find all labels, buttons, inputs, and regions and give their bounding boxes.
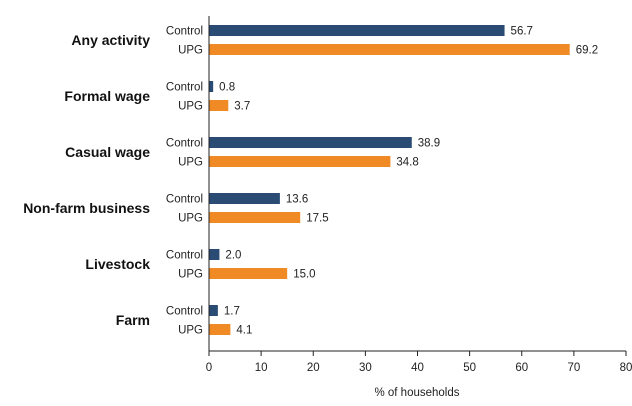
x-tick-label-0: 0 [206,362,212,374]
value-label-control-formal-wage: 0.8 [219,82,235,94]
bar-upg-farm [209,324,231,335]
series-label-upg-livestock: UPG [178,269,203,281]
bar-control-casual-wage [209,137,412,148]
series-label-upg-any-activity: UPG [178,45,203,57]
series-label-control-non-farm-business: Control [166,194,203,206]
value-label-upg-non-farm-business: 17.5 [306,213,328,225]
series-label-upg-farm: UPG [178,325,203,337]
category-label-farm: Farm [116,312,150,328]
bar-control-any-activity [209,25,505,36]
value-label-upg-any-activity: 69.2 [576,45,598,57]
value-label-upg-formal-wage: 3.7 [234,101,250,113]
category-label-casual-wage: Casual wage [65,144,150,160]
category-label-livestock: Livestock [85,256,150,272]
x-tick-label-40: 40 [411,362,424,374]
value-label-upg-livestock: 15.0 [293,269,315,281]
category-label-any-activity: Any activity [71,32,150,48]
x-tick-label-30: 30 [359,362,372,374]
bar-upg-livestock [209,268,288,279]
bar-upg-any-activity [209,44,570,55]
x-tick-label-70: 70 [567,362,580,374]
bar-control-livestock [209,249,220,260]
value-label-control-any-activity: 56.7 [511,26,533,38]
x-tick-label-80: 80 [620,362,632,374]
value-label-control-farm: 1.7 [224,306,240,318]
x-tick-label-20: 20 [307,362,320,374]
bar-control-non-farm-business [209,193,280,204]
bar-upg-non-farm-business [209,212,301,223]
value-label-upg-casual-wage: 34.8 [396,157,418,169]
x-tick-label-60: 60 [515,362,528,374]
series-label-control-farm: Control [166,306,203,318]
x-tick-label-50: 50 [463,362,476,374]
series-label-control-formal-wage: Control [166,82,203,94]
value-label-upg-farm: 4.1 [236,325,252,337]
series-label-control-livestock: Control [166,250,203,262]
bar-control-farm [209,305,218,316]
chart-marks: Any activity Control 56.7 UPG 69.2 Formal wag… [23,25,598,337]
value-label-control-livestock: 2.0 [225,250,241,262]
category-label-non-farm-business: Non-farm business [23,200,150,216]
x-axis-ticks: 0 10 20 30 40 50 60 70 80 [206,351,632,374]
x-axis-title: % of households [374,387,459,399]
series-label-control-casual-wage: Control [166,138,203,150]
bar-control-formal-wage [209,81,214,92]
category-label-formal-wage: Formal wage [64,88,150,104]
series-label-upg-non-farm-business: UPG [178,213,203,225]
value-label-control-non-farm-business: 13.6 [286,194,308,206]
bar-upg-casual-wage [209,156,391,167]
series-label-upg-casual-wage: UPG [178,157,203,169]
value-label-control-casual-wage: 38.9 [418,138,440,150]
series-label-control-any-activity: Control [166,26,203,38]
bar-upg-formal-wage [209,100,229,111]
x-tick-label-10: 10 [255,362,268,374]
series-label-upg-formal-wage: UPG [178,101,203,113]
